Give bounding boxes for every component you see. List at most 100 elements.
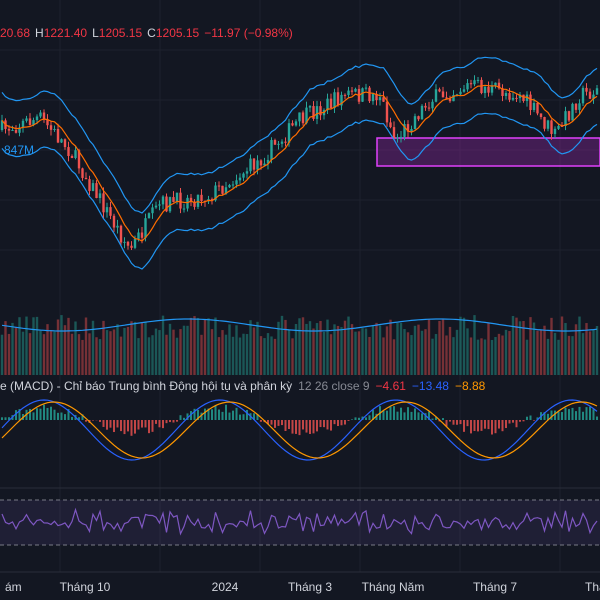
- volume-bar: [77, 334, 81, 375]
- volume-bar: [249, 320, 252, 375]
- volume-bar: [25, 316, 28, 375]
- volume-bar: [371, 325, 375, 375]
- macd-bar: [344, 420, 346, 425]
- candle-body: [151, 207, 154, 214]
- volume-bar: [392, 339, 396, 375]
- volume-bar: [466, 328, 469, 375]
- volume-bar: [4, 321, 7, 375]
- volume-bar: [70, 333, 74, 375]
- macd-bar: [281, 420, 283, 426]
- macd-bar: [39, 408, 42, 420]
- candle-body: [518, 94, 522, 99]
- macd-bar: [53, 409, 56, 420]
- macd-bar: [85, 420, 87, 422]
- macd-bar: [15, 410, 17, 420]
- candle-body: [14, 129, 18, 133]
- volume-bar: [42, 334, 46, 375]
- candle-body: [81, 168, 84, 178]
- macd-bar: [421, 413, 423, 420]
- macd-bar: [162, 420, 164, 429]
- volume-bar: [410, 335, 413, 375]
- macd-bar: [78, 417, 80, 420]
- volume-bar: [224, 334, 228, 375]
- moving-average: [1, 84, 598, 242]
- macd-bar: [442, 418, 444, 420]
- macd-bar: [578, 406, 581, 420]
- volume-bar: [441, 319, 445, 375]
- volume-bar: [277, 321, 280, 375]
- volume-bar: [165, 334, 168, 375]
- volume-bar: [420, 330, 424, 375]
- candle-body: [98, 193, 102, 199]
- candle-body: [350, 90, 354, 92]
- macd-bar: [298, 420, 301, 436]
- macd-bar: [389, 406, 392, 420]
- candle-body: [564, 111, 567, 127]
- volume-bar: [424, 329, 427, 375]
- macd-bar: [1, 417, 3, 420]
- volume-bar: [322, 331, 326, 375]
- volume-bar: [266, 333, 270, 375]
- macd-bar: [32, 412, 35, 420]
- macd-bar: [368, 415, 371, 420]
- macd-bar: [141, 420, 143, 428]
- volume-bar: [259, 336, 263, 375]
- macd-bar: [529, 415, 532, 420]
- candle-body: [532, 102, 536, 111]
- volume-bar: [39, 330, 42, 375]
- volume-bar: [140, 322, 144, 375]
- volume-bar: [518, 321, 522, 375]
- volume-bar: [490, 339, 494, 375]
- volume-bar: [336, 325, 340, 375]
- macd-bar: [508, 420, 511, 424]
- macd-bar: [99, 420, 101, 422]
- volume-bar: [126, 326, 130, 375]
- candle-body: [399, 136, 403, 138]
- volume-pane: [0, 315, 599, 375]
- volume-bar: [473, 315, 476, 375]
- candle-body: [0, 120, 4, 130]
- macd-bar: [424, 413, 427, 420]
- change: −11.97 (−0.98%): [204, 26, 293, 40]
- candle-body: [193, 201, 196, 207]
- volume-bar: [329, 334, 333, 375]
- volume-bar: [515, 317, 518, 375]
- candle-body: [298, 112, 301, 122]
- candle-body: [434, 89, 438, 102]
- volume-bar: [119, 336, 123, 375]
- candle-body: [63, 139, 67, 148]
- macd-bar: [81, 414, 84, 420]
- volume-bar: [32, 317, 35, 375]
- volume-bar: [112, 329, 116, 375]
- macd-bar: [550, 410, 553, 420]
- macd-bar: [165, 420, 168, 424]
- candle-body: [336, 92, 340, 106]
- volume-bar: [546, 338, 550, 375]
- macd-bar: [400, 407, 402, 420]
- candle-body: [46, 119, 49, 126]
- volume-bar: [175, 337, 179, 375]
- candle-body: [221, 185, 224, 194]
- x-tick-label: ám: [5, 580, 22, 594]
- candle-body: [28, 118, 32, 126]
- macd-bar: [228, 412, 231, 420]
- candle-body: [49, 125, 53, 130]
- macd-bar: [190, 411, 192, 420]
- macd-bar: [386, 410, 388, 420]
- volume-label: 847M: [4, 143, 34, 157]
- volume-bar: [28, 333, 32, 375]
- macd-hist: −4.61: [376, 379, 407, 393]
- macd-bar: [172, 420, 175, 423]
- range-box: [376, 137, 600, 167]
- candle-body: [543, 117, 546, 129]
- volume-bar: [109, 331, 112, 375]
- volume-bar: [14, 327, 18, 375]
- volume-bar: [452, 337, 455, 375]
- macd-bar: [568, 409, 570, 420]
- candle-body: [315, 106, 319, 119]
- macd-bar: [477, 420, 479, 432]
- volume-bar: [210, 329, 214, 375]
- candle-body: [392, 127, 396, 139]
- volume-bar: [74, 321, 77, 375]
- volume-bar: [242, 333, 245, 375]
